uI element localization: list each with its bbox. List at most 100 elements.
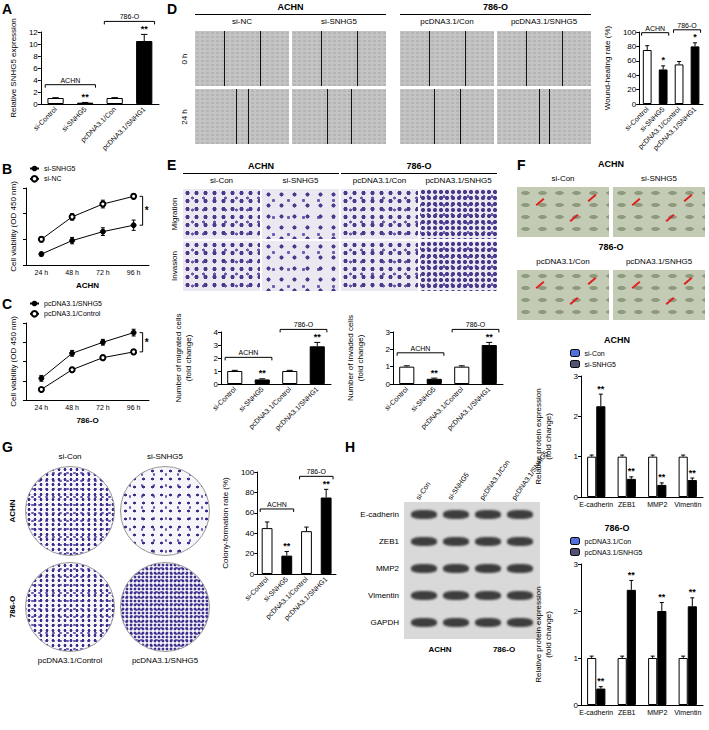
svg-text:3: 3 xyxy=(386,328,391,337)
svg-text:pcDNA3.1/Control: pcDNA3.1/Control xyxy=(247,385,293,431)
svg-text:4: 4 xyxy=(214,328,219,337)
svg-text:si-SNHG5: si-SNHG5 xyxy=(60,105,87,132)
svg-text:Cell viability (OD 450 nm): Cell viability (OD 450 nm) xyxy=(9,181,18,272)
svg-text:(fold change): (fold change) xyxy=(356,334,365,381)
svg-text:8: 8 xyxy=(33,52,38,61)
svg-text:E-cadherin: E-cadherin xyxy=(579,709,613,716)
svg-text:20: 20 xyxy=(627,85,636,94)
svg-text:ACHN: ACHN xyxy=(645,25,665,32)
svg-text:Relative protein expression: Relative protein expression xyxy=(534,388,543,485)
svg-text:96 h: 96 h xyxy=(127,269,141,276)
svg-text:2: 2 xyxy=(33,88,38,97)
svg-text:pcDNA3.1/SNHG1: pcDNA3.1/SNHG1 xyxy=(446,385,493,432)
svg-text:si-Control: si-Control xyxy=(211,385,237,411)
svg-text:786-O: 786-O xyxy=(120,13,140,20)
svg-text:786-O: 786-O xyxy=(307,468,327,475)
svg-text:3: 3 xyxy=(214,341,219,350)
svg-text:0: 0 xyxy=(250,570,255,579)
svg-text:si-Control: si-Control xyxy=(32,105,58,131)
svg-text:si-SNHG5: si-SNHG5 xyxy=(238,385,265,412)
svg-text:**: ** xyxy=(597,384,605,394)
svg-text:**: ** xyxy=(323,479,331,489)
svg-text:0: 0 xyxy=(214,380,219,389)
svg-text:Relative SNHG5 expression: Relative SNHG5 expression xyxy=(9,18,18,118)
svg-text:**: ** xyxy=(628,466,636,476)
svg-text:**: ** xyxy=(314,332,322,342)
svg-text:1: 1 xyxy=(574,654,579,663)
svg-text:2: 2 xyxy=(386,345,391,354)
svg-text:1: 1 xyxy=(386,362,391,371)
svg-text:1: 1 xyxy=(574,452,579,461)
svg-text:6: 6 xyxy=(33,64,38,73)
svg-text:60: 60 xyxy=(245,508,254,517)
svg-text:**: ** xyxy=(82,92,90,102)
svg-text:72 h: 72 h xyxy=(96,404,110,411)
svg-text:Number of invaded cells: Number of invaded cells xyxy=(346,315,355,401)
svg-text:**: ** xyxy=(141,24,149,34)
svg-text:pcDNA3.1/SNHG1: pcDNA3.1/SNHG1 xyxy=(101,105,148,152)
svg-text:40: 40 xyxy=(627,71,636,80)
svg-text:2: 2 xyxy=(214,354,219,363)
svg-text:24 h: 24 h xyxy=(35,269,49,276)
svg-text:pcDNA3.1/SNHG1: pcDNA3.1/SNHG1 xyxy=(274,385,321,432)
svg-text:48 h: 48 h xyxy=(65,404,79,411)
svg-text:0: 0 xyxy=(33,100,38,109)
svg-text:10: 10 xyxy=(29,40,38,49)
svg-text:Colony-formation rate (%): Colony-formation rate (%) xyxy=(221,477,230,569)
svg-text:**: ** xyxy=(689,587,697,597)
svg-text:786-O: 786-O xyxy=(466,321,486,328)
svg-text:pcDNA3.1/SNHG1: pcDNA3.1/SNHG1 xyxy=(652,105,699,152)
svg-text:si-Con: si-Con xyxy=(585,350,605,357)
svg-text:80: 80 xyxy=(245,488,254,497)
svg-text:ACHN: ACHN xyxy=(604,335,630,345)
svg-text:ACHN: ACHN xyxy=(60,77,80,84)
svg-text:*: * xyxy=(145,337,149,348)
svg-text:**: ** xyxy=(283,541,291,551)
svg-text:**: ** xyxy=(431,368,439,378)
svg-text:Cell viability (OD 450 nm): Cell viability (OD 450 nm) xyxy=(9,316,18,407)
svg-text:786-O: 786-O xyxy=(294,321,314,328)
svg-text:Vimentin: Vimentin xyxy=(674,501,701,508)
svg-text:(fold change): (fold change) xyxy=(544,611,553,658)
svg-text:786-O: 786-O xyxy=(76,416,98,425)
svg-text:**: ** xyxy=(628,570,636,580)
svg-text:ZEB1: ZEB1 xyxy=(618,709,636,716)
svg-text:E-cadherin: E-cadherin xyxy=(579,501,613,508)
svg-text:pcDNA3.1/Con: pcDNA3.1/Con xyxy=(585,538,632,546)
svg-text:786-O: 786-O xyxy=(604,523,629,533)
svg-text:Number of migrated cells: Number of migrated cells xyxy=(174,314,183,403)
svg-text:3: 3 xyxy=(574,560,579,569)
svg-text:**: ** xyxy=(658,592,666,602)
svg-text:100: 100 xyxy=(623,28,637,37)
svg-text:MMP2: MMP2 xyxy=(647,501,667,508)
svg-text:4: 4 xyxy=(33,76,38,85)
svg-text:si-SNHG5: si-SNHG5 xyxy=(585,361,617,368)
svg-text:**: ** xyxy=(597,676,605,686)
svg-text:pcDNA3.1/SNHG5: pcDNA3.1/SNHG5 xyxy=(44,300,102,308)
svg-text:ACHN: ACHN xyxy=(239,349,259,356)
svg-text:100: 100 xyxy=(241,468,255,477)
svg-text:0: 0 xyxy=(632,100,637,109)
svg-text:pcDNA3.1/SNHG5: pcDNA3.1/SNHG5 xyxy=(585,549,643,557)
svg-text:si-Control: si-Control xyxy=(383,385,409,411)
svg-text:786-O: 786-O xyxy=(677,22,697,29)
svg-text:40: 40 xyxy=(245,529,254,538)
svg-text:20: 20 xyxy=(245,549,254,558)
svg-text:0: 0 xyxy=(574,493,579,502)
svg-text:96 h: 96 h xyxy=(127,404,141,411)
svg-text:12: 12 xyxy=(29,28,38,37)
svg-text:(fold change): (fold change) xyxy=(184,334,193,381)
svg-text:si-NC: si-NC xyxy=(44,175,62,182)
svg-text:pcDNA3.1/SNHG1: pcDNA3.1/SNHG1 xyxy=(283,575,330,622)
svg-text:*: * xyxy=(661,55,665,65)
svg-text:Vimentin: Vimentin xyxy=(674,709,701,716)
svg-text:48 h: 48 h xyxy=(65,269,79,276)
svg-text:(fold change): (fold change) xyxy=(544,413,553,460)
svg-text:0: 0 xyxy=(386,380,391,389)
svg-text:2: 2 xyxy=(574,607,579,616)
svg-text:pcDNA3.1/Control: pcDNA3.1/Control xyxy=(419,385,465,431)
svg-text:72 h: 72 h xyxy=(96,269,110,276)
svg-text:80: 80 xyxy=(627,42,636,51)
svg-text:Relative protein expression: Relative protein expression xyxy=(534,586,543,683)
svg-text:**: ** xyxy=(486,332,494,342)
